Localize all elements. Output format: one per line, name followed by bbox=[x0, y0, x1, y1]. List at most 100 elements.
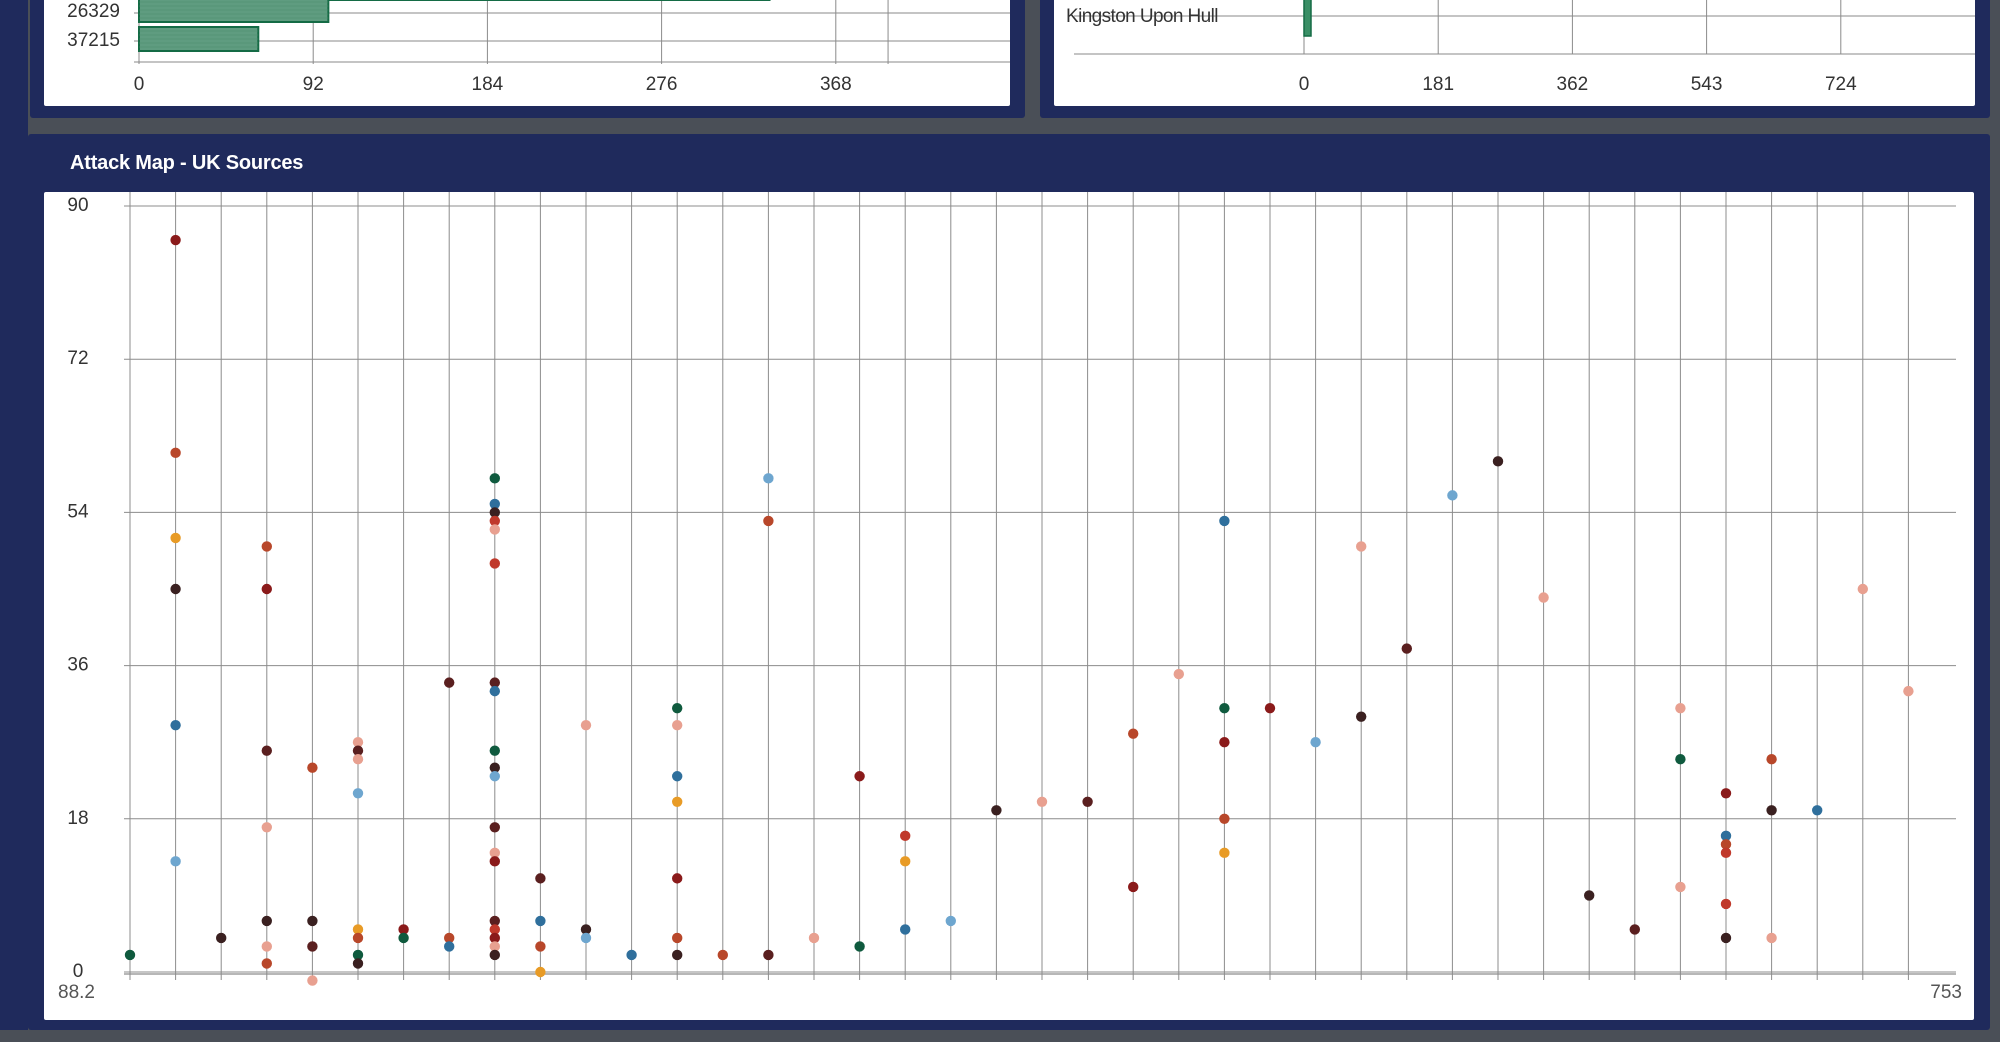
scatter-point bbox=[535, 966, 546, 978]
scatter-point bbox=[1401, 643, 1413, 654]
scatter-point bbox=[580, 932, 592, 944]
scatter-point bbox=[489, 949, 500, 961]
scatter-point bbox=[489, 498, 500, 510]
x-tick-label: 0 bbox=[134, 74, 145, 95]
scatter-point bbox=[489, 856, 500, 867]
scatter-point bbox=[489, 473, 500, 484]
scatter-point bbox=[216, 932, 227, 944]
scatter-point bbox=[900, 830, 911, 842]
scatter-point bbox=[626, 949, 637, 961]
y-tick-label: 90 bbox=[67, 195, 88, 216]
scatter-point bbox=[489, 507, 500, 518]
x-tick-label: 724 bbox=[1825, 74, 1857, 95]
scatter-point bbox=[1766, 754, 1777, 765]
x-tick-label: 543 bbox=[1691, 74, 1723, 95]
scatter-point bbox=[1720, 847, 1732, 859]
attack-map-panel: Attack Map - UK Sources 0 18 36 54 72 90 88.2 7… bbox=[28, 134, 1990, 1030]
scatter-point bbox=[352, 737, 364, 748]
scatter-point bbox=[489, 745, 500, 756]
scatter-point bbox=[1857, 583, 1869, 595]
scatter-point bbox=[489, 685, 500, 697]
scatter-point bbox=[717, 949, 728, 961]
top-right-panel-body: 0 181 362 543 724 Kingston Upon Hull bbox=[1054, 0, 1975, 106]
scatter-point bbox=[170, 234, 181, 246]
bar-label: 26329 bbox=[67, 1, 120, 22]
scatter-point bbox=[261, 915, 272, 927]
scatter-point bbox=[1766, 932, 1777, 944]
y-tick-label: 72 bbox=[67, 348, 88, 369]
scatter-point bbox=[398, 924, 409, 935]
scatter-point bbox=[1082, 796, 1093, 807]
scatter-point bbox=[1675, 881, 1686, 893]
scatter-point bbox=[1356, 541, 1367, 552]
bar bbox=[138, 0, 330, 23]
y-tick-label: 54 bbox=[67, 501, 89, 522]
top-left-panel: 0 92 184 276 368 26329 37215 bbox=[30, 0, 1025, 118]
scatter-point bbox=[352, 932, 364, 944]
scatter-point bbox=[170, 447, 181, 459]
scatter-point bbox=[1219, 847, 1230, 859]
attack-map-scatter-chart: 0 18 36 54 72 90 88.2 753 bbox=[58, 192, 1962, 1003]
scatter-point bbox=[1629, 924, 1641, 935]
scatter-point bbox=[261, 745, 272, 756]
scatter-point bbox=[672, 702, 683, 714]
scatter-point bbox=[1356, 711, 1367, 722]
scatter-point bbox=[672, 949, 683, 961]
side-rail bbox=[0, 0, 28, 1030]
top-right-bar-chart: 0 181 362 543 724 Kingston Upon Hull bbox=[1066, 0, 1975, 95]
scatter-point bbox=[1128, 881, 1139, 893]
scatter-point bbox=[398, 932, 409, 944]
scatter-point bbox=[352, 754, 364, 765]
scatter-point bbox=[672, 932, 683, 944]
scatter-point bbox=[261, 583, 272, 595]
scatter-point bbox=[1219, 702, 1230, 714]
scatter-point bbox=[170, 719, 181, 731]
scatter-point bbox=[1492, 456, 1504, 467]
scatter-point bbox=[261, 958, 272, 969]
scatter-point bbox=[489, 847, 500, 859]
y-tick-label: 0 bbox=[73, 961, 84, 982]
x-tick-label: 276 bbox=[646, 74, 678, 95]
scatter-point bbox=[170, 583, 181, 595]
scatter-point bbox=[763, 515, 774, 527]
scatter-point bbox=[489, 558, 500, 569]
scatter-point bbox=[1036, 796, 1048, 807]
scatter-point bbox=[1219, 515, 1230, 527]
scatter-point bbox=[1903, 685, 1914, 697]
scatter-point bbox=[1720, 788, 1732, 799]
scatter-point bbox=[489, 932, 500, 944]
attack-map-body: 0 18 36 54 72 90 88.2 753 bbox=[44, 192, 1974, 1020]
scatter-point bbox=[580, 719, 592, 731]
scatter-point bbox=[489, 924, 500, 935]
scatter-point bbox=[352, 958, 364, 969]
scatter-point bbox=[1812, 805, 1823, 816]
scatter-point bbox=[444, 941, 455, 952]
scatter-point bbox=[489, 915, 500, 927]
x-tick-label: 368 bbox=[820, 74, 852, 95]
y-tick-label: 18 bbox=[67, 808, 88, 829]
scatter-point bbox=[444, 677, 455, 688]
scatter-point bbox=[489, 941, 500, 952]
scatter-point bbox=[945, 915, 956, 927]
scatter-point bbox=[991, 805, 1002, 816]
scatter-point bbox=[307, 975, 318, 986]
scatter-point bbox=[124, 949, 136, 961]
scatter-point bbox=[307, 762, 318, 773]
scatter-point bbox=[1584, 890, 1595, 901]
scatter-point bbox=[1720, 898, 1732, 910]
attack-map-title: Attack Map - UK Sources bbox=[70, 152, 304, 174]
scatter-point bbox=[307, 915, 318, 927]
y-tick-label: 36 bbox=[67, 655, 88, 676]
scatter-point bbox=[261, 941, 272, 952]
x-tick-label-first: 88.2 bbox=[58, 982, 95, 1003]
scatter-point bbox=[808, 932, 820, 944]
scatter-point bbox=[763, 473, 774, 484]
scatter-point bbox=[672, 796, 683, 807]
scatter-point bbox=[854, 771, 865, 782]
scatter-point bbox=[489, 677, 500, 688]
scatter-point bbox=[352, 788, 364, 799]
scatter-point bbox=[1675, 702, 1686, 714]
scatter-point bbox=[489, 515, 500, 527]
scatter-point bbox=[1264, 702, 1276, 714]
scatter-point bbox=[900, 924, 911, 935]
